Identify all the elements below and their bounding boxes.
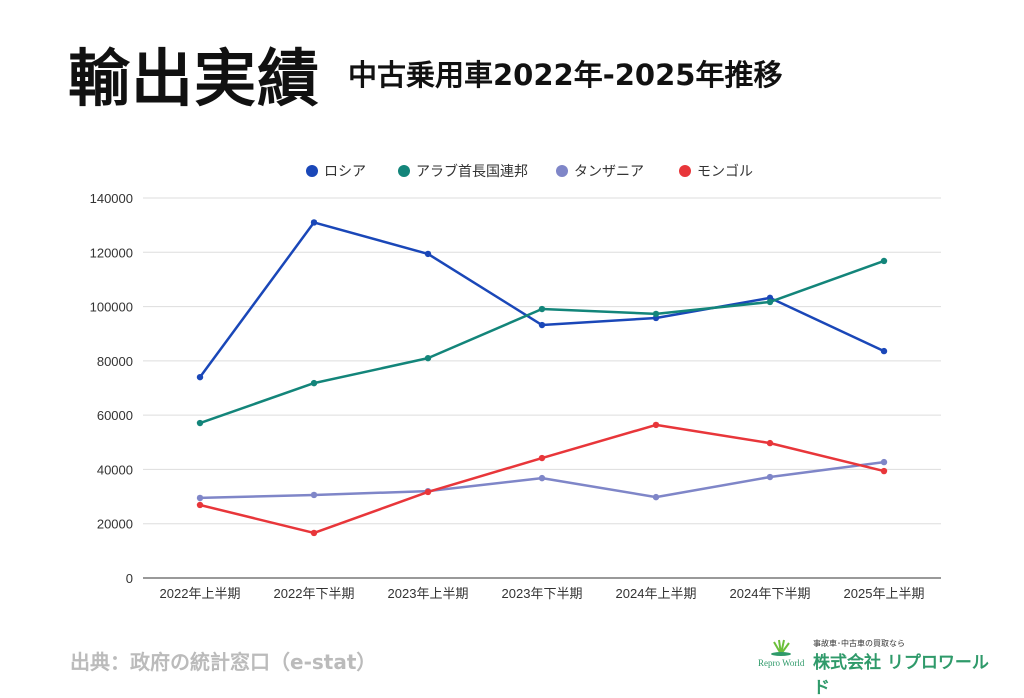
x-tick-label: 2022年下半期 bbox=[274, 586, 355, 601]
data-point bbox=[196, 419, 204, 427]
logo-english: Repro World bbox=[758, 658, 805, 668]
data-point bbox=[310, 219, 318, 226]
company-logo: Repro World 事故車･中古車の買取なら 株式会社 リプロワールド bbox=[758, 636, 998, 698]
data-point bbox=[196, 501, 204, 509]
x-tick-label: 2023年下半期 bbox=[502, 586, 583, 601]
data-point bbox=[766, 298, 774, 306]
data-point bbox=[424, 354, 432, 362]
x-tick-label: 2025年上半期 bbox=[844, 586, 925, 601]
logo-tagline: 事故車･中古車の買取なら bbox=[813, 639, 905, 648]
logo-leaf-icon bbox=[771, 639, 791, 656]
legend-label: モンゴル bbox=[697, 163, 753, 180]
data-point bbox=[424, 250, 432, 258]
series-line bbox=[199, 259, 885, 425]
y-tick-label: 100000 bbox=[90, 300, 133, 315]
y-tick-label: 0 bbox=[126, 571, 133, 586]
page-subtitle: 中古乗用車2022年-2025年推移 bbox=[348, 58, 783, 92]
legend-marker bbox=[679, 165, 691, 177]
data-point bbox=[766, 439, 774, 447]
y-tick-label: 120000 bbox=[90, 245, 133, 260]
x-tick-label: 2024年下半期 bbox=[730, 586, 811, 601]
series-line bbox=[198, 221, 885, 378]
data-point bbox=[196, 494, 204, 502]
data-point bbox=[538, 474, 546, 482]
data-point bbox=[652, 310, 660, 318]
data-point bbox=[766, 473, 774, 481]
data-point bbox=[310, 379, 318, 387]
y-tick-label: 60000 bbox=[97, 408, 133, 423]
data-point bbox=[880, 257, 888, 265]
logo-name: 株式会社 リプロワールド bbox=[813, 653, 989, 698]
line-chart: 0 20000 40000 60000 80000 100000 120000 140000 2… bbox=[90, 163, 941, 601]
legend-marker bbox=[306, 165, 318, 177]
data-point bbox=[880, 458, 888, 466]
y-tick-label: 40000 bbox=[97, 462, 133, 477]
legend-label: タンザニア bbox=[574, 164, 644, 180]
data-point bbox=[424, 488, 432, 496]
data-point bbox=[880, 467, 888, 475]
x-tick-label: 2024年上半期 bbox=[616, 586, 697, 601]
data-point bbox=[652, 493, 660, 501]
data-point bbox=[538, 305, 546, 313]
data-point bbox=[652, 421, 660, 429]
legend-marker bbox=[556, 165, 568, 177]
legend-label: ロシア bbox=[324, 164, 366, 180]
x-tick-label: 2023年上半期 bbox=[388, 586, 469, 601]
data-point bbox=[538, 321, 546, 329]
data-point bbox=[880, 347, 888, 355]
page-title: 輸出実績 bbox=[68, 42, 321, 115]
data-point bbox=[538, 454, 546, 462]
data-point bbox=[196, 373, 204, 381]
source-note: 出典：政府の統計窓口（e-stat） bbox=[70, 650, 377, 674]
y-tick-label: 20000 bbox=[97, 517, 133, 532]
x-tick-label: 2022年上半期 bbox=[160, 586, 241, 601]
y-tick-label: 80000 bbox=[97, 354, 133, 369]
legend-label: アラブ首長国連邦 bbox=[416, 163, 528, 180]
data-point bbox=[310, 529, 318, 537]
legend-marker bbox=[398, 165, 410, 177]
y-tick-label: 140000 bbox=[90, 191, 133, 206]
data-point bbox=[310, 491, 318, 499]
